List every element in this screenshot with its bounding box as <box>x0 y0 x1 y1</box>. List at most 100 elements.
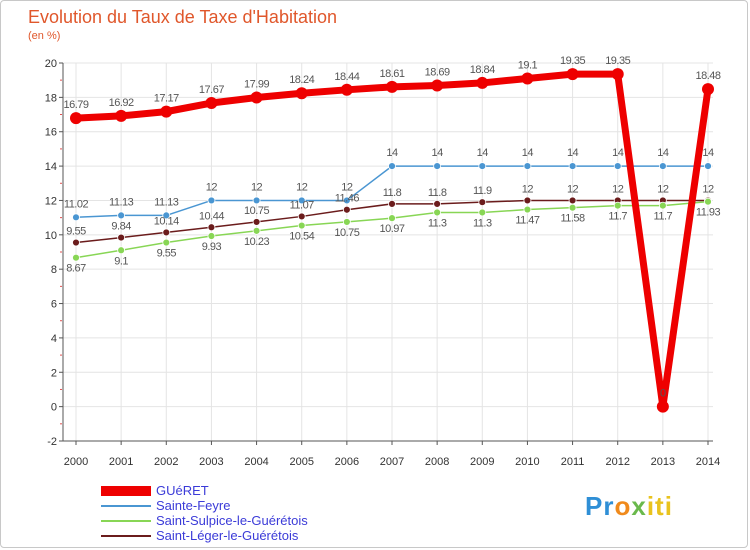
logo-part-1: Pr <box>585 491 615 521</box>
y-tick-label: 4 <box>51 333 57 345</box>
data-label-0: 19.35 <box>560 55 585 67</box>
series-point-3 <box>523 196 532 205</box>
data-label-1: 14 <box>567 147 579 159</box>
logo-part-2: o <box>614 491 632 521</box>
legend-label: GUéRET <box>156 483 209 498</box>
series-point-0 <box>386 80 398 93</box>
series-point-3 <box>433 199 442 208</box>
data-label-2: 10.54 <box>289 231 314 243</box>
series-point-1 <box>433 162 442 170</box>
series-point-0 <box>431 79 444 92</box>
x-tick-label: 2014 <box>696 456 720 468</box>
data-label-1: 14 <box>522 147 534 159</box>
x-tick-label: 2000 <box>64 456 88 468</box>
series-point-2 <box>207 232 216 240</box>
series-point-0 <box>656 400 669 413</box>
data-label-0: 16.92 <box>109 97 134 109</box>
data-label-1: 14 <box>702 147 714 159</box>
data-label-0: 17.99 <box>244 79 269 91</box>
y-tick-label: 18 <box>45 92 57 104</box>
x-tick-label: 2007 <box>380 456 404 468</box>
data-label-3: 11.8 <box>383 187 402 199</box>
legend-swatch <box>101 486 151 496</box>
x-tick-label: 2011 <box>561 456 585 468</box>
series-point-1 <box>207 196 216 205</box>
data-label-2: 11.7 <box>608 211 627 223</box>
data-label-2: 10.75 <box>334 227 359 239</box>
x-tick-label: 2010 <box>515 456 539 468</box>
series-point-2 <box>72 253 80 262</box>
x-tick-label: 2004 <box>244 456 268 468</box>
data-label-3: 10.44 <box>199 210 224 222</box>
data-label-0: 19.35 <box>605 55 630 67</box>
x-tick-label: 2003 <box>199 456 223 468</box>
series-point-1 <box>297 196 306 205</box>
series-point-3 <box>117 233 126 242</box>
data-label-0: 0 <box>660 388 666 400</box>
data-label-0: 18.48 <box>695 70 720 82</box>
series-point-2 <box>568 203 577 212</box>
series-point-0 <box>566 68 579 81</box>
data-label-3: 10.14 <box>154 215 179 227</box>
data-label-3: 12 <box>657 183 669 195</box>
x-tick-label: 2009 <box>470 456 494 468</box>
series-point-1 <box>162 211 171 220</box>
legend-swatch <box>101 535 151 537</box>
series-point-0 <box>295 87 308 100</box>
legend-swatch <box>101 520 151 522</box>
series-point-3 <box>568 196 577 205</box>
unit-label: (en %) <box>28 30 61 42</box>
data-label-0: 18.69 <box>425 67 450 79</box>
data-label-2: 10.23 <box>244 236 269 248</box>
data-label-3: 11.07 <box>290 199 315 211</box>
series-point-1 <box>704 162 712 170</box>
data-label-2: 10.97 <box>379 223 404 235</box>
data-label-2: 11.93 <box>696 207 721 219</box>
data-label-1: 14 <box>612 147 624 159</box>
data-label-0: 16.79 <box>63 99 88 111</box>
x-tick-label: 2002 <box>154 456 178 468</box>
data-label-2: 11.3 <box>428 217 447 229</box>
series-point-2 <box>342 218 351 226</box>
data-label-1: 14 <box>657 147 669 159</box>
data-label-0: 17.17 <box>154 93 179 105</box>
data-label-2: 11.47 <box>515 215 540 227</box>
series-point-3 <box>297 212 306 221</box>
series-point-0 <box>115 109 128 122</box>
x-tick-label: 2006 <box>335 456 359 468</box>
y-tick-label: 20 <box>45 58 57 70</box>
legend-label: Saint-Léger-le-Guérétois <box>156 528 299 543</box>
data-label-2: 11.7 <box>654 211 673 223</box>
x-tick-label: 2001 <box>109 456 133 468</box>
logo-part-3: x <box>631 491 647 521</box>
y-tick-label: 16 <box>45 127 57 139</box>
x-tick-label: 2013 <box>651 456 675 468</box>
series-point-1 <box>252 196 261 205</box>
data-label-2: 8.67 <box>66 263 86 275</box>
data-label-1: 11.13 <box>109 196 134 208</box>
y-tick-label: 6 <box>51 299 57 311</box>
data-label-3: 12 <box>567 183 579 195</box>
series-point-2 <box>162 238 171 247</box>
data-label-3: 9.55 <box>66 226 86 238</box>
data-label-3: 12 <box>702 183 714 195</box>
data-label-2: 9.1 <box>114 255 128 267</box>
series-point-2 <box>252 226 261 235</box>
series-point-0 <box>70 112 82 125</box>
data-label-1: 12 <box>206 181 218 193</box>
series-point-1 <box>388 162 396 170</box>
series-point-0 <box>611 68 624 81</box>
data-label-0: 18.84 <box>470 64 495 76</box>
y-tick-label: 12 <box>45 195 57 207</box>
series-point-1 <box>523 162 532 170</box>
data-label-2: 11.58 <box>560 213 585 225</box>
series-point-2 <box>523 205 532 214</box>
data-label-0: 18.44 <box>334 71 359 83</box>
data-label-1: 12 <box>251 181 263 193</box>
x-tick-label: 2012 <box>605 456 629 468</box>
series-point-2 <box>704 197 712 206</box>
x-tick-label: 2008 <box>425 456 449 468</box>
series-point-3 <box>252 218 261 226</box>
data-label-3: 11.9 <box>473 185 492 197</box>
